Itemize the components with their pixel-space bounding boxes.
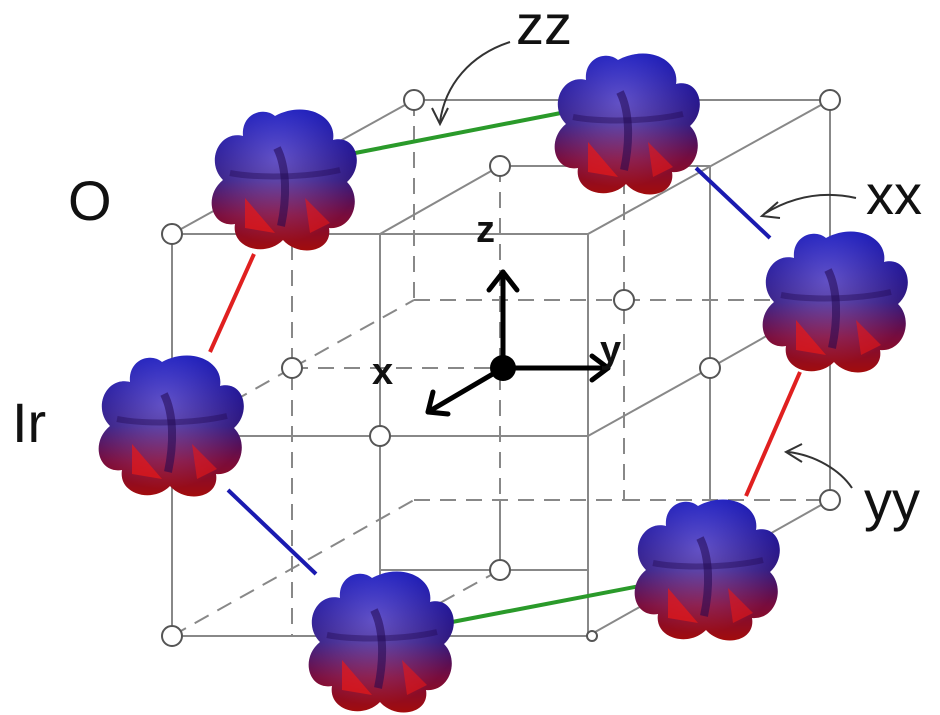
iridium-orbital <box>555 54 700 195</box>
oxygen-sites <box>161 89 841 647</box>
coordinate-axes <box>425 269 611 417</box>
origin-dot <box>490 355 516 381</box>
bond-label-xx: xx <box>866 163 922 226</box>
bonds <box>208 110 802 624</box>
axis-label-y: y <box>600 329 621 371</box>
oxygen-label: O <box>68 169 112 232</box>
oxygen-site <box>403 89 425 111</box>
oxygen-site <box>819 489 841 511</box>
iridium-orbital <box>212 110 357 251</box>
bond-zz-top <box>349 110 567 156</box>
oxygen-site <box>161 223 183 245</box>
oxygen-site <box>699 357 721 379</box>
axis-label-x: x <box>372 351 393 393</box>
label-pointers <box>431 41 857 489</box>
pointer-zz <box>439 41 511 123</box>
bond-xx-right <box>694 166 772 240</box>
bond-label-zz: zz <box>516 0 572 56</box>
iridium-orbital <box>635 500 780 641</box>
oxygen-site <box>613 289 635 311</box>
bond-zz-bottom <box>451 584 641 624</box>
oxygen-site <box>281 357 303 379</box>
axis-label-z: z <box>476 209 495 251</box>
pointer-yy <box>787 451 853 489</box>
oxygen-site <box>819 89 841 111</box>
bond-xx-left <box>226 488 318 576</box>
oxygen-site <box>489 155 511 177</box>
bond-yy-right <box>744 371 802 497</box>
oxygen-site <box>586 630 598 642</box>
axis-x-arrow <box>425 365 506 415</box>
bond-yy-left <box>208 253 256 353</box>
oxygen-site <box>489 559 511 581</box>
bond-label-yy: yy <box>864 469 920 532</box>
iridium-label: Ir <box>12 391 46 454</box>
oxygen-site <box>369 425 391 447</box>
pointer-xx <box>763 193 857 215</box>
iridium-orbital <box>763 232 908 373</box>
oxygen-site <box>161 625 183 647</box>
iridium-orbital <box>99 356 244 497</box>
iridium-orbital <box>309 572 454 713</box>
